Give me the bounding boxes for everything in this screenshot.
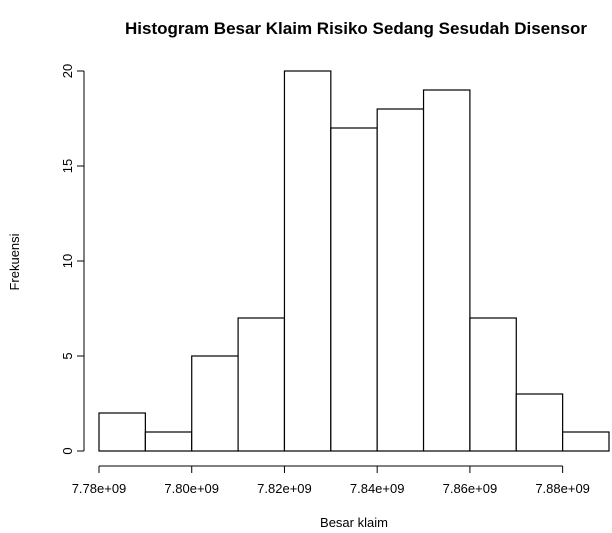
y-tick-label: 0 bbox=[60, 447, 75, 454]
y-tick-label: 20 bbox=[60, 64, 75, 78]
bars-group bbox=[98, 70, 610, 452]
histogram-bar-3 bbox=[191, 355, 239, 452]
histogram-bar-11 bbox=[562, 431, 610, 452]
histogram-bar-1 bbox=[98, 412, 146, 452]
chart-title: Histogram Besar Klaim Risiko Sedang Sesu… bbox=[125, 19, 587, 38]
x-axis-label: Besar klaim bbox=[320, 515, 388, 530]
x-tick-label: 7.78e+09 bbox=[72, 481, 127, 496]
x-tick-label: 7.88e+09 bbox=[535, 481, 590, 496]
y-tick-label: 15 bbox=[60, 159, 75, 173]
x-tick-label: 7.80e+09 bbox=[164, 481, 219, 496]
histogram-bar-2 bbox=[144, 431, 193, 452]
histogram-bar-6 bbox=[330, 127, 378, 452]
histogram-bar-9 bbox=[469, 317, 517, 452]
x-tick-label: 7.84e+09 bbox=[350, 481, 405, 496]
histogram-bar-5 bbox=[283, 70, 332, 452]
x-axis: 7.78e+09 7.80e+09 7.82e+09 7.84e+09 7.86e+09… bbox=[72, 465, 590, 496]
histogram-bar-10 bbox=[515, 393, 564, 452]
y-tick-label: 10 bbox=[60, 254, 75, 268]
histogram-bar-7 bbox=[376, 108, 425, 452]
x-tick-label: 7.82e+09 bbox=[257, 481, 312, 496]
histogram-bar-8 bbox=[422, 89, 471, 452]
y-axis-label: Frekuensi bbox=[7, 233, 22, 290]
histogram-bar-4 bbox=[237, 317, 286, 452]
x-tick-label: 7.86e+09 bbox=[443, 481, 498, 496]
y-axis: 0 5 10 15 20 bbox=[60, 64, 85, 455]
y-tick-label: 5 bbox=[60, 352, 75, 359]
